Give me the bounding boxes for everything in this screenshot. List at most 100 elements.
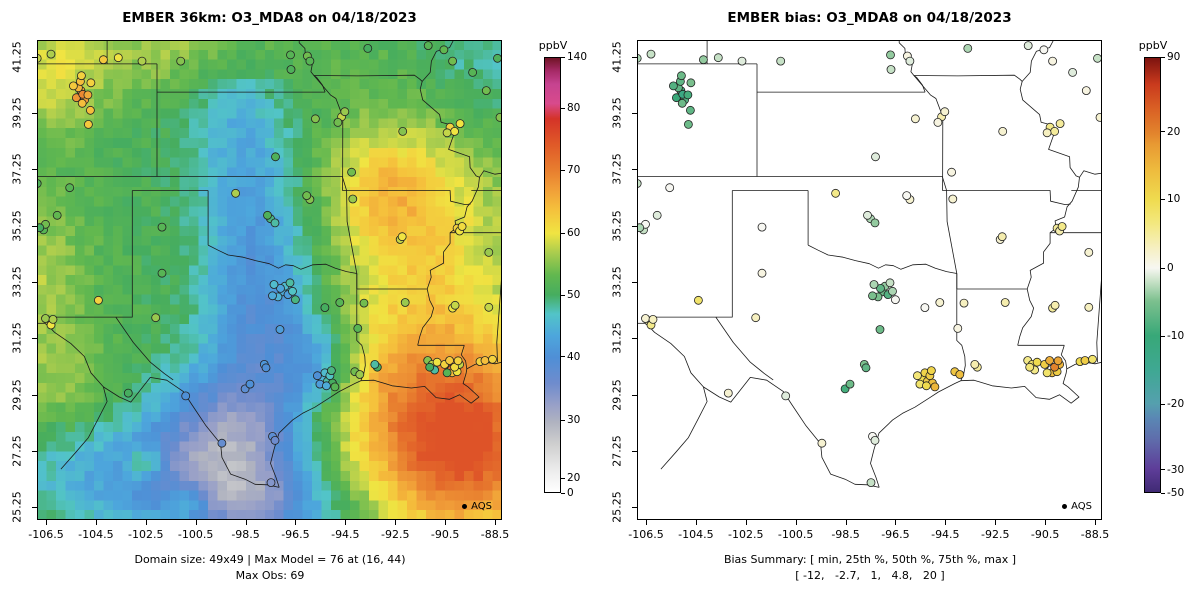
station-point <box>637 53 642 63</box>
state-border-line <box>42 316 280 488</box>
station-point <box>751 313 761 323</box>
station-point <box>781 391 791 401</box>
x-tick-mark <box>995 520 997 525</box>
x-tick-label: -90.5 <box>430 528 460 541</box>
station-point <box>947 167 957 177</box>
state-border-line <box>496 272 502 363</box>
station-point <box>400 298 410 307</box>
aqs-dot-icon <box>462 504 468 509</box>
state-border-line <box>715 316 774 381</box>
state-border-line <box>313 74 423 82</box>
colorbar-tick-label: -50 <box>1167 487 1185 499</box>
x-tick-label: -100.5 <box>777 528 814 541</box>
y-tick-label: 27.25 <box>610 435 624 467</box>
y-tick-mark <box>32 281 37 283</box>
x-tick-label: -92.5 <box>980 528 1010 541</box>
colorbar-model <box>544 57 561 493</box>
y-tick-label: 27.25 <box>10 435 24 467</box>
station-point <box>268 291 277 301</box>
x-tick-label: -104.5 <box>678 528 714 541</box>
colorbar-tick-mark <box>561 492 565 494</box>
x-tick-label: -96.5 <box>281 528 310 541</box>
station-point <box>1053 356 1063 366</box>
state-border-line <box>460 345 468 369</box>
state-border-line <box>898 40 926 93</box>
station-point <box>480 356 490 365</box>
state-border-line <box>913 74 1023 82</box>
x-tick-label: -90.5 <box>1030 528 1060 541</box>
colorbar-tick-label: 10 <box>1167 193 1181 206</box>
state-border-line <box>479 170 502 178</box>
state-border-line <box>807 244 957 274</box>
colorbar-tick-mark <box>1161 56 1165 58</box>
y-tick-label: 31.25 <box>10 322 24 354</box>
y-tick-label: 39.25 <box>610 97 624 129</box>
station-point <box>1039 45 1049 55</box>
station-point <box>686 105 695 115</box>
station-point <box>398 127 408 136</box>
station-point <box>1055 119 1065 128</box>
station-point <box>137 56 147 66</box>
station-point <box>920 303 930 313</box>
y-tick-mark <box>632 56 637 58</box>
station-point <box>37 179 42 188</box>
y-tick-label: 37.25 <box>610 153 624 186</box>
station-point <box>231 188 241 198</box>
station-point <box>831 188 841 198</box>
station-point <box>959 298 969 308</box>
x-tick-mark <box>1095 520 1096 525</box>
colorbar-tick-label: 0 <box>1167 262 1174 275</box>
x-tick-label: -98.5 <box>231 528 260 541</box>
y-tick-mark <box>632 169 637 171</box>
station-point <box>363 43 373 53</box>
station-point <box>348 194 358 204</box>
station-point <box>266 478 276 488</box>
colorbar-tick-mark <box>1161 403 1165 405</box>
station-point <box>270 218 280 228</box>
station-point <box>484 302 494 312</box>
state-border-line <box>642 316 880 488</box>
x-tick-mark <box>795 520 797 525</box>
aqs-legend: AQS <box>1062 501 1092 512</box>
y-tick-mark <box>32 338 37 340</box>
station-point <box>275 325 285 334</box>
station-point <box>646 49 656 59</box>
station-point <box>77 98 87 108</box>
station-point <box>1088 354 1097 364</box>
state-border-line <box>360 368 480 404</box>
station-point <box>481 86 491 95</box>
station-point <box>933 118 943 127</box>
colorbar-tick-mark <box>1161 267 1165 269</box>
station-point <box>699 55 708 65</box>
x-tick-mark <box>245 520 247 525</box>
station-point <box>694 295 703 305</box>
station-point <box>817 438 827 448</box>
colorbar-tick-label: 20 <box>567 472 581 485</box>
station-point <box>355 370 365 379</box>
station-point <box>713 53 723 63</box>
x-tick-label: -98.5 <box>831 528 860 541</box>
station-point <box>910 114 920 124</box>
state-border-line <box>60 386 108 470</box>
caption-max-obs: Max Obs: 69 <box>235 569 305 582</box>
y-tick-mark <box>32 169 37 171</box>
x-tick-mark <box>495 520 496 525</box>
colorbar-bias <box>1144 57 1161 493</box>
station-point <box>333 118 343 127</box>
panel-bias-title: EMBER bias: O3_MDA8 on 04/18/2023 <box>727 10 1012 26</box>
colorbar-tick-label: 30 <box>567 414 581 427</box>
station-point <box>445 356 455 365</box>
station-point <box>886 50 895 60</box>
y-tick-mark <box>632 113 637 115</box>
station-point <box>94 295 103 305</box>
colorbar-tick-mark <box>561 232 565 234</box>
station-point <box>69 81 78 91</box>
state-border-line <box>417 40 480 346</box>
station-point <box>263 210 272 220</box>
station-point <box>335 298 345 307</box>
x-tick-label: -100.5 <box>177 528 214 541</box>
state-border-line <box>1079 170 1102 178</box>
colorbar-tick-label: 80 <box>567 102 581 114</box>
station-point <box>37 223 45 233</box>
colorbar-tick-label: 70 <box>567 164 581 177</box>
